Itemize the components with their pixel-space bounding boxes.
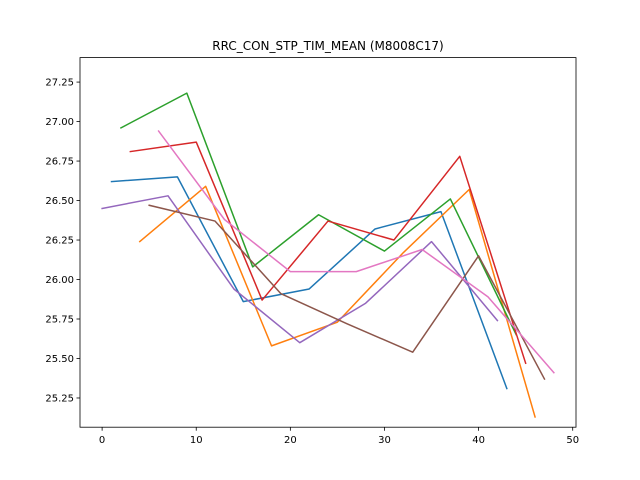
plot-frame [79,57,577,428]
series-line-5 [101,195,499,344]
series-line-7 [157,130,555,374]
y-tick-label: 25.25 [45,393,74,404]
x-tick-label: 50 [566,435,579,446]
x-tick-label: 0 [99,435,105,446]
series-line-3 [119,92,518,336]
y-tick-label: 27.00 [45,117,74,128]
x-tick-label: 30 [378,435,391,446]
y-tick-label: 26.50 [45,196,74,207]
x-tick-label: 10 [190,435,203,446]
x-tick-label: 40 [472,435,485,446]
series-line-1 [110,176,508,390]
x-axis: 0 10 20 30 40 50 [99,427,579,446]
series-line-4 [129,141,527,365]
series-layer [101,92,555,418]
series-line-6 [148,204,546,381]
y-tick-label: 25.75 [45,315,74,326]
series-line-2 [138,185,536,418]
chart-title: RRC_CON_STP_TIM_MEAN (M8008C17) [212,39,444,53]
y-tick-label: 26.00 [45,275,74,286]
y-tick-label: 26.75 [45,157,74,168]
y-axis: 25.25 25.50 25.75 26.00 26.25 26.50 26.75 27.00… [45,78,80,404]
y-tick-label: 26.25 [45,236,74,247]
y-tick-label: 27.25 [45,78,74,89]
y-tick-label: 25.50 [45,354,74,365]
x-tick-label: 20 [284,435,297,446]
